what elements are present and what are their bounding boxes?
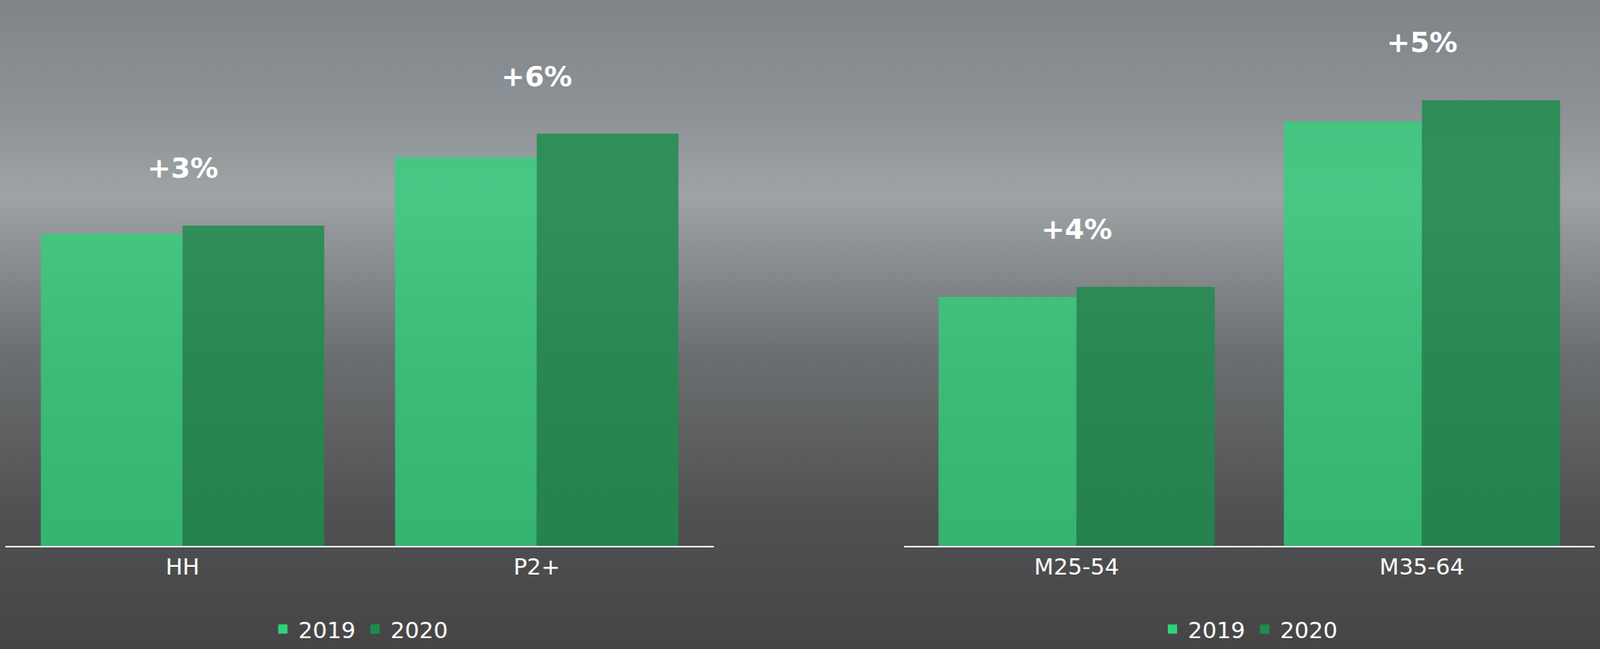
svg-text:2019: 2019 xyxy=(298,617,357,645)
svg-text:+4%: +4% xyxy=(1041,213,1112,246)
svg-text:+3%: +3% xyxy=(147,152,219,184)
svg-text:2020: 2020 xyxy=(1280,617,1338,645)
svg-text:M25-54: M25-54 xyxy=(1034,554,1119,581)
svg-text:HH: HH xyxy=(165,554,200,581)
svg-text:2020: 2020 xyxy=(390,617,448,645)
svg-text:P2+: P2+ xyxy=(513,554,561,581)
svg-text:2019: 2019 xyxy=(1187,617,1246,645)
svg-text:+5%: +5% xyxy=(1386,26,1458,59)
svg-text:M35-64: M35-64 xyxy=(1379,554,1465,581)
svg-text:+6%: +6% xyxy=(501,60,572,93)
